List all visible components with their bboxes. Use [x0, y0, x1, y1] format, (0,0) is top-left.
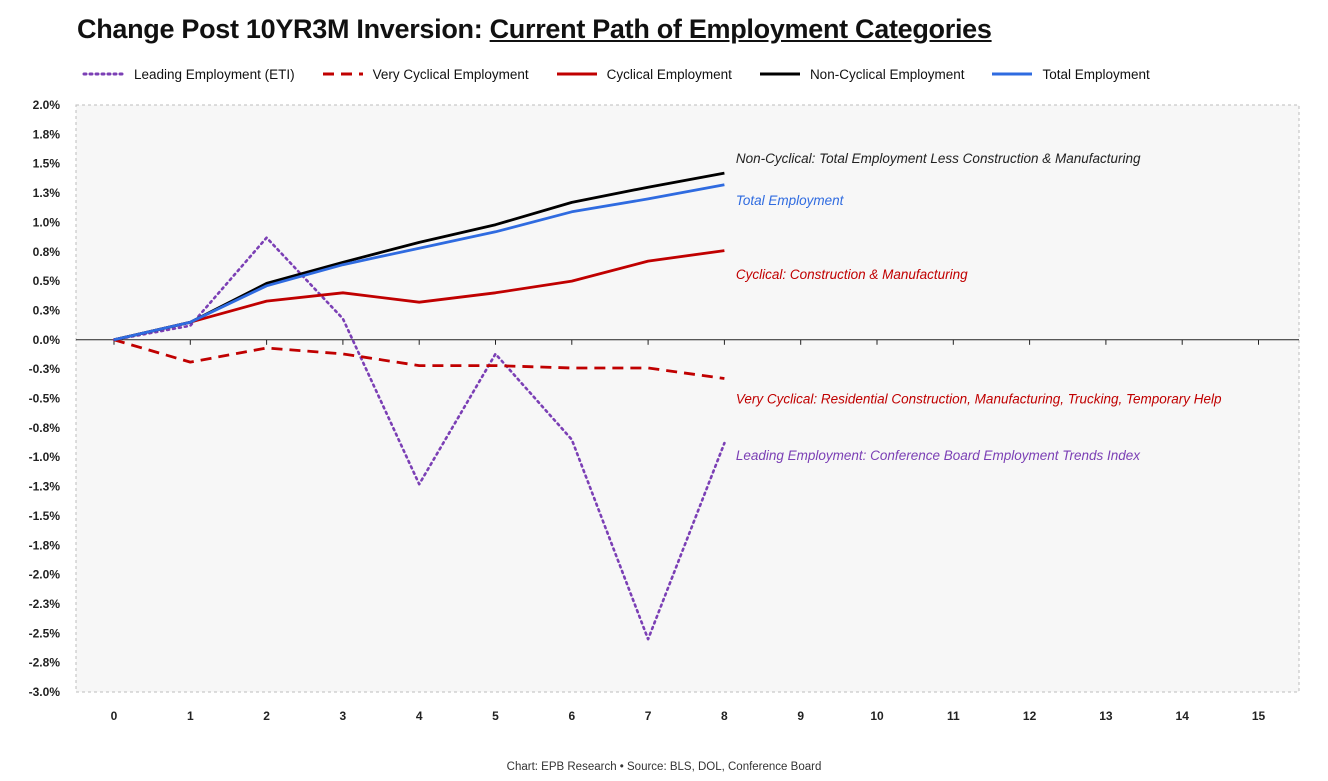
x-tick-label: 11 — [947, 709, 960, 723]
y-tick-label: 0.5% — [33, 274, 61, 288]
x-tick-label: 3 — [340, 709, 347, 723]
x-tick-label: 0 — [111, 709, 118, 723]
y-tick-label: -2.8% — [29, 656, 61, 670]
legend-swatch — [556, 72, 597, 76]
legend-label: Total Employment — [1042, 66, 1150, 82]
x-tick-label: 8 — [721, 709, 728, 723]
x-tick-label: 10 — [870, 709, 884, 723]
chart-source: Chart: EPB Research • Source: BLS, DOL, … — [506, 761, 822, 773]
legend-swatch — [759, 72, 800, 76]
y-tick-label: -0.8% — [29, 421, 61, 435]
y-tick-label: -3.0% — [29, 685, 61, 699]
y-tick-label: 1.8% — [33, 127, 61, 141]
y-tick-label: -1.0% — [29, 450, 61, 464]
x-tick-label: 9 — [797, 709, 804, 723]
legend: Leading Employment (ETI) Very Cyclical Em… — [82, 63, 1176, 85]
legend-label: Non-Cyclical Employment — [809, 66, 965, 82]
chart-title: Change Post 10YR3M Inversion: Current Pa… — [77, 14, 992, 45]
y-tick-label: 1.0% — [33, 215, 61, 229]
legend-label: Cyclical Employment — [606, 66, 732, 82]
plot-area — [75, 104, 1300, 693]
legend-item: Leading Employment (ETI) — [82, 67, 295, 82]
y-tick-label: -0.3% — [29, 362, 61, 376]
y-tick-label: 0.8% — [33, 245, 61, 259]
x-tick-label: 6 — [568, 709, 575, 723]
legend-item: Very Cyclical Employment — [321, 67, 529, 82]
x-tick-label: 12 — [1023, 709, 1037, 723]
x-tick-label: 15 — [1252, 709, 1266, 723]
y-tick-label: -2.3% — [29, 597, 61, 611]
y-tick-label: 1.3% — [33, 186, 61, 200]
x-tick-label: 13 — [1099, 709, 1113, 723]
annotation-label: Non-Cyclical: Total Employment Less Cons… — [736, 151, 1141, 166]
y-tick-label: 0.3% — [33, 303, 61, 317]
x-tick-label: 4 — [416, 709, 423, 723]
annotation-label: Leading Employment: Conference Board Emp… — [736, 448, 1141, 463]
chart-title-prefix: Change Post 10YR3M Inversion: — [77, 14, 490, 44]
chart-title-underlined: Current Path of Employment Categories — [489, 14, 992, 44]
legend-item: Total Employment — [990, 66, 1150, 82]
x-tick-label: 2 — [263, 709, 270, 723]
line-chart: 2.0% 1.8% 1.5% 1.3% 1.0% 0.8% 0.5% 0.3% 0.0% -0.3… — [29, 98, 1300, 723]
y-tick-label: -0.5% — [29, 392, 61, 406]
legend-label: Very Cyclical Employment — [372, 66, 529, 82]
y-tick-label: 1.5% — [33, 157, 61, 171]
y-tick-label: 2.0% — [33, 98, 61, 112]
y-tick-label: -1.8% — [29, 538, 61, 552]
x-tick-label: 1 — [187, 709, 194, 723]
x-tick-label: 7 — [645, 709, 652, 723]
legend-label: Leading Employment (ETI) — [134, 66, 295, 82]
y-tick-label: -1.3% — [29, 480, 61, 494]
series-line-1 — [113, 338, 725, 380]
y-tick-label: -2.0% — [29, 568, 61, 582]
series-line-0 — [112, 236, 726, 641]
annotation-label: Total Employment — [736, 193, 845, 208]
annotation-label: Very Cyclical: Residential Construction,… — [736, 392, 1222, 407]
x-tick-label: 14 — [1176, 709, 1190, 723]
series-line-4 — [113, 183, 725, 342]
y-tick-label: 0.0% — [33, 333, 61, 347]
legend-swatch — [82, 72, 126, 76]
legend-swatch — [992, 72, 1033, 76]
legend-swatch — [322, 72, 363, 76]
x-tick-label: 5 — [492, 709, 499, 723]
y-tick-label: -2.5% — [29, 626, 61, 640]
annotation-label: Cyclical: Construction & Manufacturing — [736, 267, 968, 282]
legend-item: Cyclical Employment — [555, 67, 732, 82]
series-line-2 — [113, 249, 725, 342]
y-tick-label: -1.5% — [29, 509, 61, 523]
legend-item: Non-Cyclical Employment — [758, 66, 965, 82]
